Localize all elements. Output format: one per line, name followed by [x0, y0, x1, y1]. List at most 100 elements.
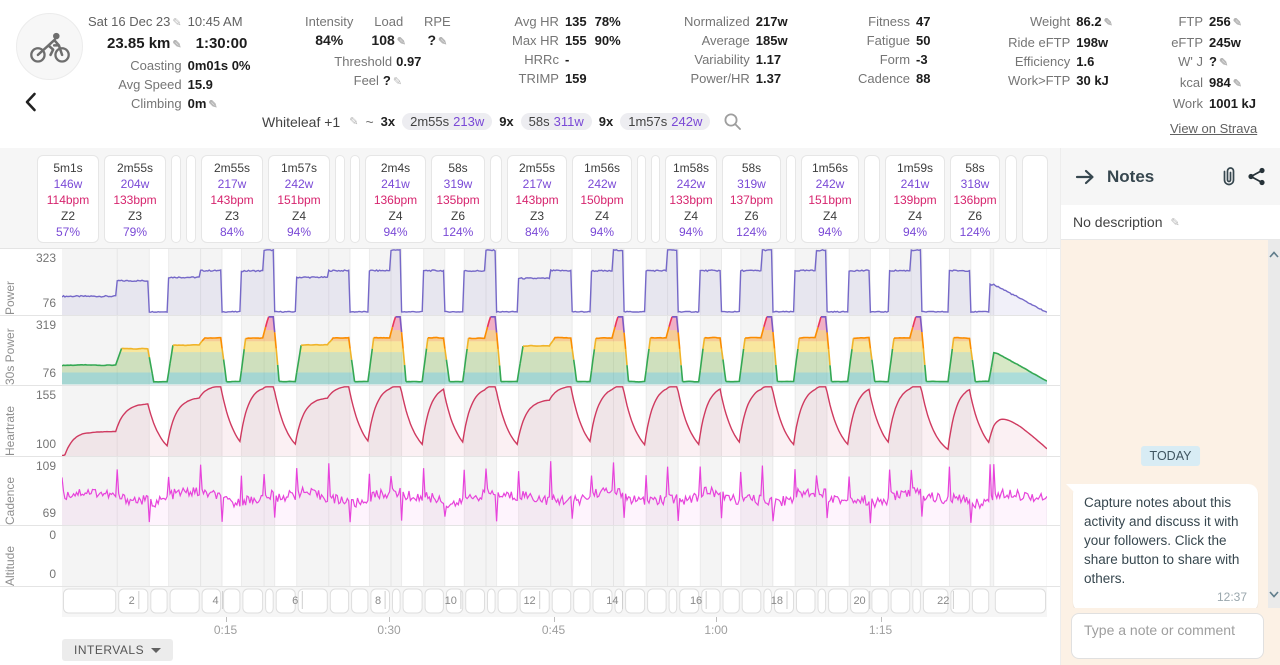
chart-row-cadence: Cadence 109 69 — [0, 457, 1060, 526]
stat-value: 245w — [1209, 35, 1241, 50]
edit-pencil-icon[interactable]: ✎ — [172, 39, 182, 51]
stat-label: Avg HR — [514, 14, 559, 29]
interval-power: 319w — [443, 177, 473, 191]
axis-name: Power — [3, 280, 17, 315]
workout-sets: 3x 2m55s 213w 9x 58s 311w 9x 1m57s 242w — [381, 113, 711, 130]
scroll-down-icon[interactable] — [1269, 585, 1279, 603]
edit-workout-icon[interactable]: ✎ — [349, 116, 359, 128]
interval-power: 242w — [676, 177, 706, 191]
activity-distance: 23.85 km ✎ — [107, 35, 182, 52]
interval-card[interactable]: 58s 318w 136bpm Z6 124% — [950, 155, 1000, 243]
chart-plot[interactable] — [62, 316, 1060, 385]
collapse-panel-button[interactable] — [1075, 169, 1096, 185]
interval-card-spacer[interactable] — [171, 155, 181, 243]
edit-pencil-icon[interactable]: ✎ — [1232, 78, 1242, 90]
interval-card[interactable]: 2m55s 204w 133bpm Z3 79% — [104, 155, 166, 243]
interval-power: 242w — [284, 177, 314, 191]
interval-card-spacer[interactable] — [637, 155, 646, 243]
search-button[interactable] — [723, 112, 742, 131]
interval-power: 241w — [381, 177, 410, 191]
edit-pencil-icon[interactable]: ✎ — [1232, 17, 1242, 29]
chart-plot[interactable] — [62, 386, 1060, 456]
interval-zone: Z4 — [822, 209, 837, 223]
notes-scrollbar[interactable] — [1268, 240, 1280, 608]
stat-label: RPE — [424, 14, 451, 29]
set-count: 3x — [380, 114, 396, 129]
interval-card[interactable]: 58s 319w 137bpm Z6 124% — [722, 155, 781, 243]
interval-card[interactable]: 2m55s 217w 143bpm Z3 84% — [507, 155, 567, 243]
edit-pencil-icon[interactable]: ✎ — [208, 99, 218, 111]
interval-percent: 79% — [122, 225, 148, 239]
stat-label: eFTP — [1171, 35, 1203, 50]
interval-card-spacer[interactable] — [1005, 155, 1017, 243]
edit-pencil-icon[interactable]: ✎ — [392, 76, 403, 88]
interval-set-chip[interactable]: 2m55s 213w — [402, 113, 493, 130]
stat-value: 84% — [315, 32, 344, 48]
attach-file-button[interactable] — [1222, 166, 1236, 188]
stat-value: - — [564, 52, 570, 67]
scroll-up-icon[interactable] — [1269, 245, 1279, 263]
interval-card-spacer[interactable] — [350, 155, 360, 243]
caret-down-icon — [151, 647, 162, 653]
interval-card-spacer[interactable] — [186, 155, 196, 243]
interval-card[interactable]: 2m4s 241w 136bpm Z4 94% — [365, 155, 426, 243]
edit-pencil-icon[interactable]: ✎ — [1103, 17, 1113, 29]
set-power: 242w — [671, 114, 703, 129]
stat-value: ? ✎ — [427, 32, 448, 48]
time-label: 1:15 — [868, 623, 893, 637]
edit-pencil-icon[interactable]: ✎ — [396, 36, 406, 48]
interval-hr: 143bpm — [515, 193, 559, 207]
interval-set-chip[interactable]: 58s 311w — [520, 113, 592, 130]
interval-power: 217w — [522, 177, 552, 191]
interval-card[interactable]: 1m56s 242w 151bpm Z4 94% — [801, 155, 859, 243]
interval-card-spacer[interactable] — [335, 155, 345, 243]
interval-duration: 2m4s — [380, 161, 411, 175]
interval-zone: Z4 — [388, 209, 403, 223]
chart-plot[interactable] — [62, 249, 1060, 315]
interval-set-chip[interactable]: 1m57s 242w — [620, 113, 711, 130]
interval-power: 204w — [120, 177, 150, 191]
interval-card[interactable]: 1m58s 242w 133bpm Z4 94% — [665, 155, 717, 243]
interval-card[interactable]: 1m57s 242w 151bpm Z4 94% — [268, 155, 330, 243]
stat-value: 50 — [916, 33, 931, 48]
interval-percent: 124% — [442, 225, 474, 239]
edit-pencil-icon[interactable]: ✎ — [438, 36, 448, 48]
interval-zone: Z3 — [127, 209, 142, 223]
date-badge: TODAY — [1140, 446, 1201, 466]
notes-header: Notes — [1061, 148, 1280, 205]
interval-card-spacer[interactable] — [864, 155, 880, 243]
interval-card[interactable]: 58s 319w 135bpm Z6 124% — [431, 155, 485, 243]
stat-value: 108 ✎ — [371, 32, 406, 48]
stat-value: 1.17 — [755, 52, 782, 67]
interval-card-spacer[interactable] — [1022, 155, 1048, 243]
interval-hr: 136bpm — [373, 193, 418, 207]
interval-card-spacer[interactable] — [651, 155, 660, 243]
chart-gutter: Power 323 76 — [0, 249, 62, 315]
interval-zone: Z6 — [967, 209, 982, 223]
interval-card[interactable]: 5m1s 146w 114bpm Z2 57% — [37, 155, 99, 243]
edit-pencil-icon[interactable]: ✎ — [1218, 57, 1229, 69]
share-button[interactable] — [1247, 167, 1266, 186]
note-input[interactable] — [1071, 613, 1264, 659]
workout-name[interactable]: Whiteleaf +1 — [262, 113, 341, 130]
interval-card[interactable]: 1m56s 242w 150bpm Z4 94% — [572, 155, 632, 243]
axis-name: Cadence — [3, 476, 17, 525]
back-button[interactable] — [24, 92, 37, 117]
chart-plot[interactable] — [62, 526, 1060, 586]
axis-max: 0 — [49, 528, 56, 542]
svg-text:8: 8 — [375, 595, 381, 607]
time-label: 0:15 — [213, 623, 238, 637]
edit-pencil-icon[interactable]: ✎ — [172, 17, 182, 29]
edit-description-icon[interactable]: ✎ — [1170, 216, 1180, 229]
interval-zone: Z2 — [60, 209, 75, 223]
chart-gutter: Altitude 0 0 — [0, 526, 62, 586]
chart-plot[interactable] — [62, 457, 1060, 525]
interval-card-spacer[interactable] — [490, 155, 502, 243]
interval-card-spacer[interactable] — [786, 155, 796, 243]
view-on-strava-link[interactable]: View on Strava — [1170, 121, 1258, 136]
interval-card[interactable]: 2m55s 217w 143bpm Z3 84% — [201, 155, 263, 243]
paperclip-icon — [1223, 166, 1235, 185]
interval-card[interactable]: 1m59s 241w 139bpm Z4 94% — [885, 155, 945, 243]
intervals-button[interactable]: INTERVALS — [62, 639, 174, 661]
interval-number-strip: 2 4 6 8 10 12 14 16 18 20 22 — [0, 587, 1060, 617]
